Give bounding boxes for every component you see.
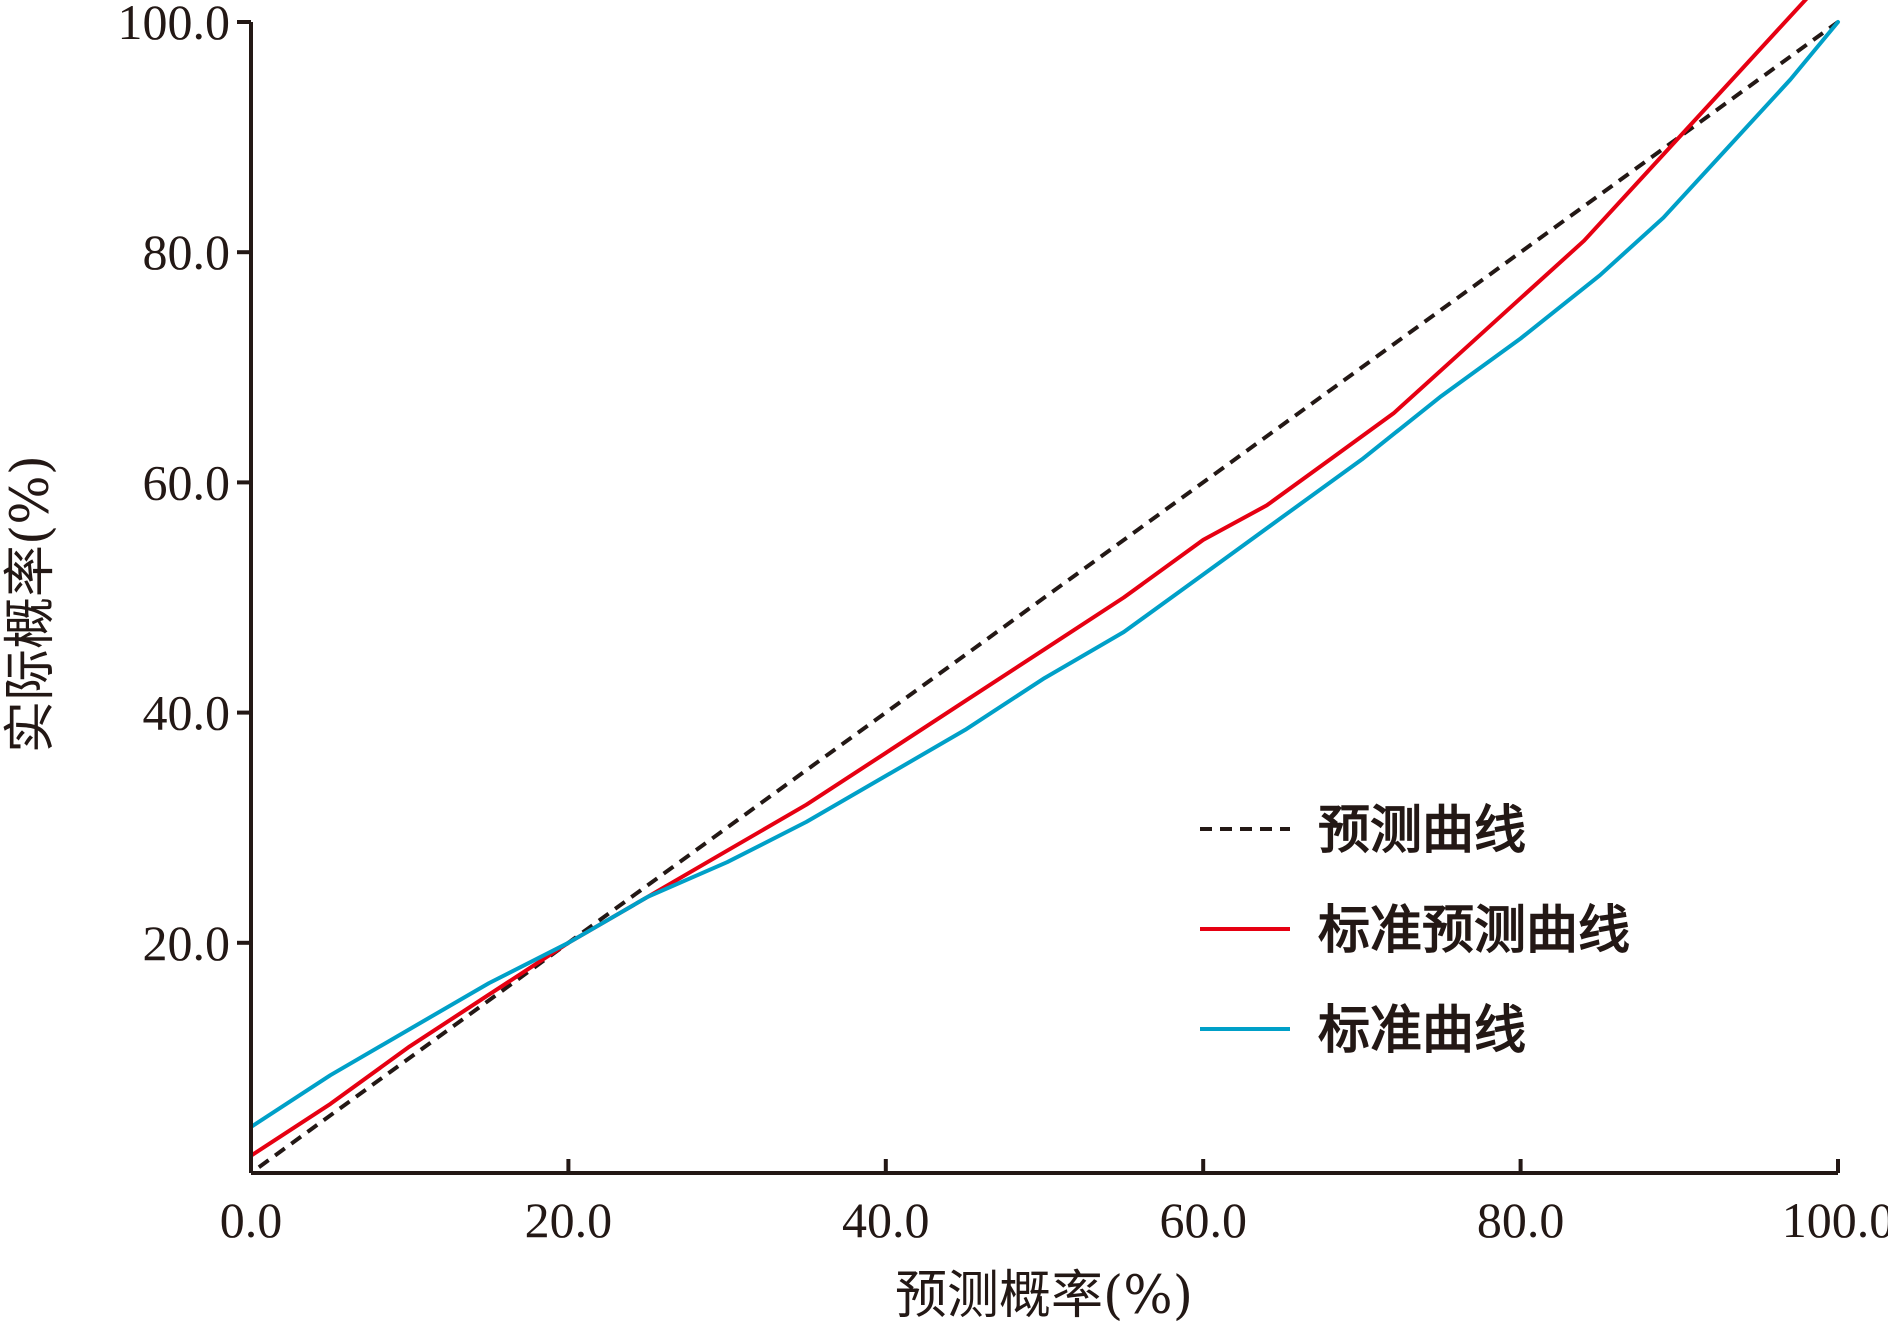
y-tick-label: 40.0	[143, 685, 231, 741]
series-line-2	[251, 0, 1809, 1158]
plot-lines	[251, 0, 1840, 1169]
axes	[249, 22, 1838, 1175]
series-line-1	[257, 20, 1840, 1169]
legend-label: 预测曲线	[1318, 801, 1526, 861]
x-tick-label: 80.0	[1477, 1192, 1565, 1248]
y-tick-label: 60.0	[143, 454, 231, 510]
legend-label: 标准曲线	[1318, 1001, 1526, 1061]
x-tick-label: 0.0	[220, 1192, 283, 1248]
legend-label: 标准预测曲线	[1318, 901, 1630, 961]
y-tick-label: 20.0	[143, 915, 231, 971]
x-axis-title: 预测概率(%)	[895, 1266, 1193, 1325]
y-axis-title: 实际概率(%)	[1, 455, 61, 753]
series-line-3	[251, 20, 1840, 1129]
y-tick-label: 80.0	[143, 224, 231, 280]
ticks: 0.0 20.0 40.0 60.0 80.0 100.0 20.0 40.0 60.0 80.0…	[118, 0, 1888, 1248]
x-tick-label: 60.0	[1159, 1192, 1247, 1248]
x-tick-label: 20.0	[525, 1192, 613, 1248]
y-tick-label: 100.0	[118, 0, 231, 50]
x-tick-label: 40.0	[842, 1192, 930, 1248]
x-tick-label: 100.0	[1782, 1192, 1888, 1248]
